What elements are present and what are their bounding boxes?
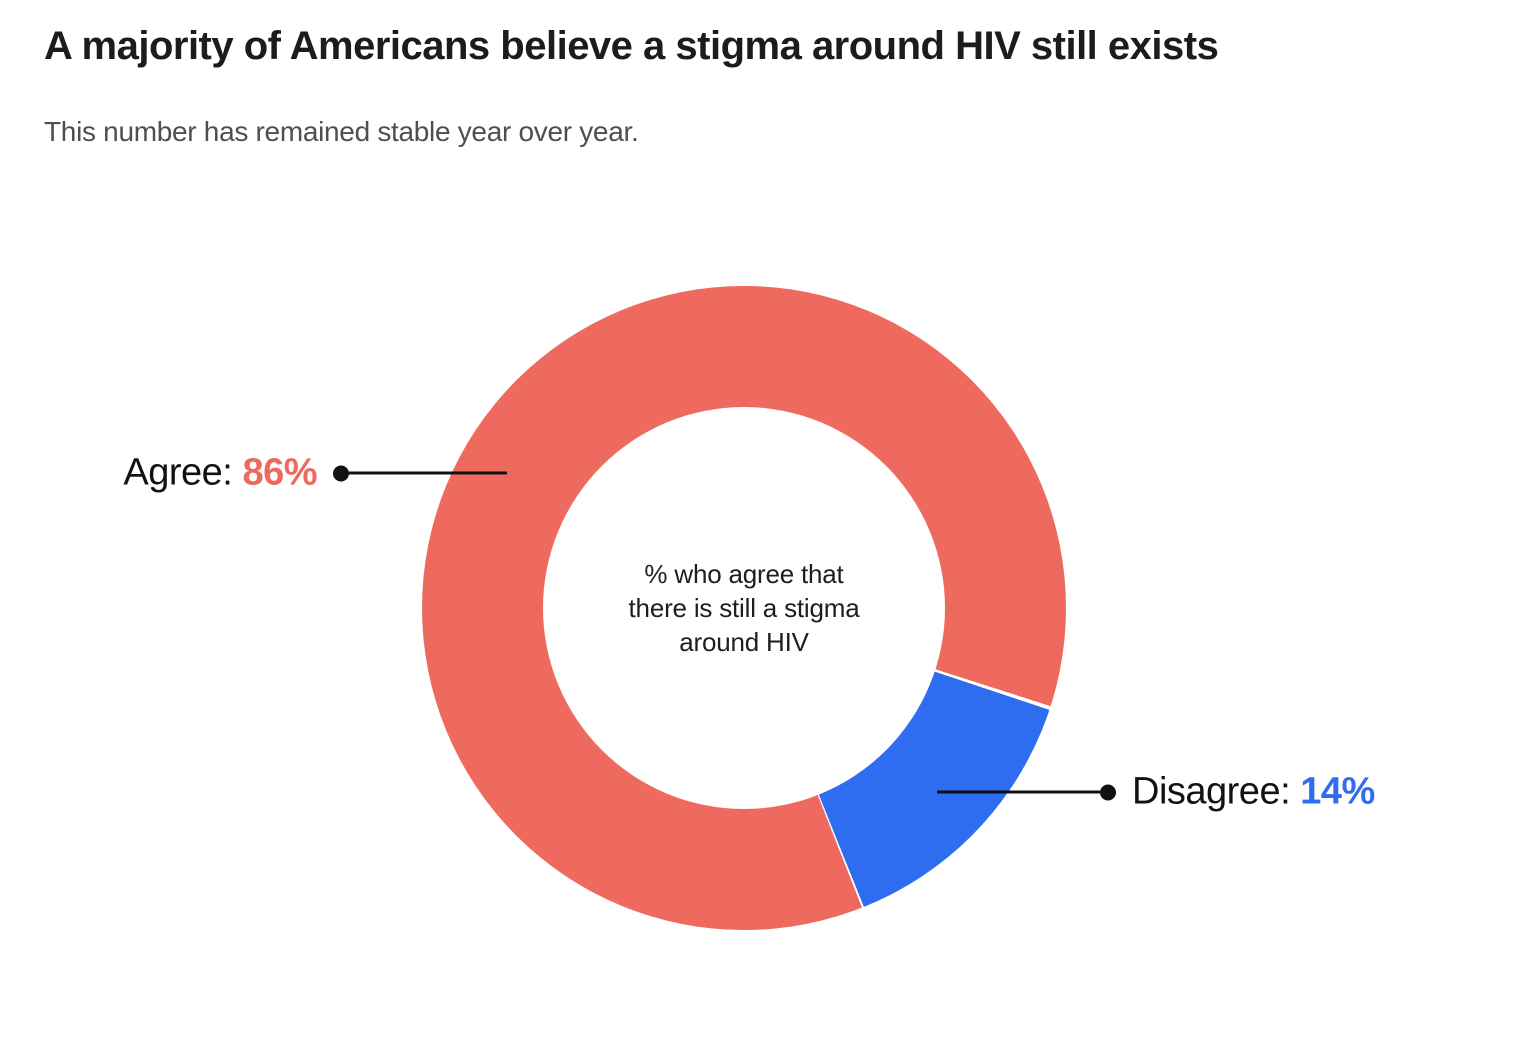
disagree-label-prefix: Disagree: xyxy=(1132,770,1291,813)
disagree-leader-dot xyxy=(1100,784,1116,800)
donut-ring: % who agree that there is still a stigma… xyxy=(422,286,1066,930)
center-label-line-2: there is still a stigma xyxy=(628,593,860,623)
agree-leader-line xyxy=(349,471,507,475)
agree-label-value: 86% xyxy=(242,451,317,494)
chart-subtitle: This number has remained stable year ove… xyxy=(44,116,639,147)
disagree-callout: Disagree: 14% xyxy=(937,771,1375,814)
agree-leader-dot xyxy=(333,465,349,481)
center-label-line-1: % who agree that xyxy=(644,559,844,589)
agree-callout: Agree: 86% xyxy=(123,452,507,495)
disagree-leader-line xyxy=(937,790,1100,794)
disagree-label-value: 14% xyxy=(1300,770,1375,813)
disagree-callout-label: Disagree: 14% xyxy=(1132,771,1375,814)
donut-hole: % who agree that there is still a stigma… xyxy=(543,407,945,809)
center-label-line-3: around HIV xyxy=(679,627,809,657)
agree-callout-label: Agree: 86% xyxy=(123,452,317,495)
chart-title: A majority of Americans believe a stigma… xyxy=(44,24,1219,68)
donut-center-label: % who agree that there is still a stigma… xyxy=(629,557,860,659)
agree-label-prefix: Agree: xyxy=(123,451,233,494)
